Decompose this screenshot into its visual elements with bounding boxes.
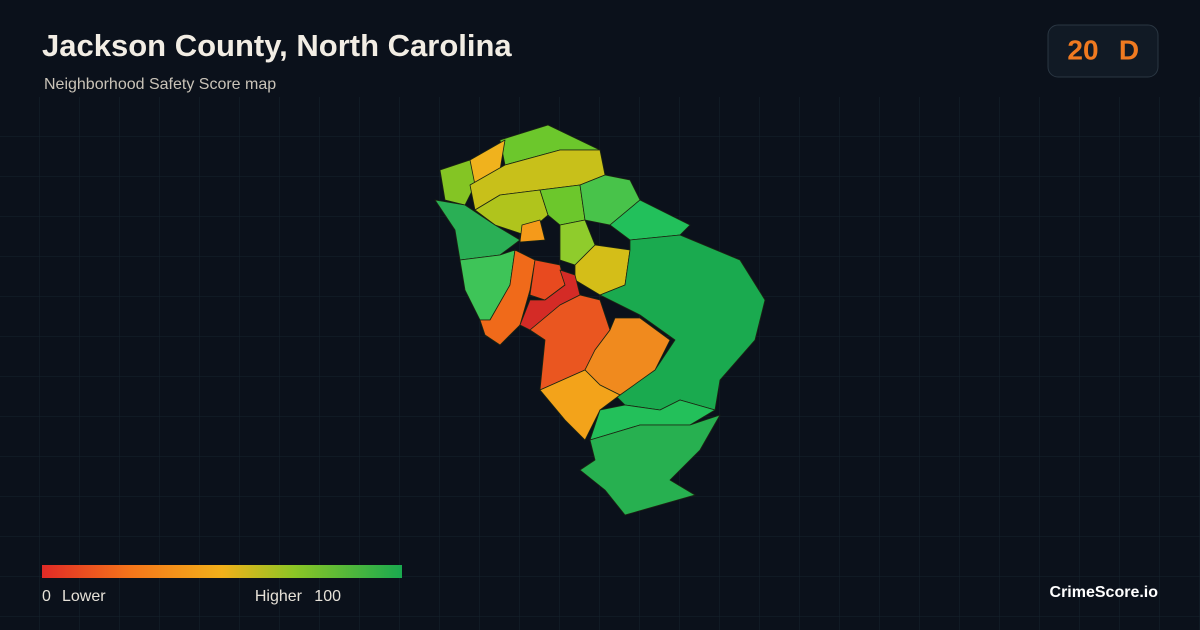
region bbox=[434, 199, 521, 261]
region bbox=[579, 414, 721, 516]
county-map bbox=[434, 124, 766, 516]
region bbox=[519, 219, 546, 243]
subtitle: Neighborhood Safety Score map bbox=[44, 76, 276, 93]
legend-max: 100 bbox=[314, 588, 341, 605]
score-badge bbox=[1047, 24, 1159, 78]
region bbox=[519, 269, 581, 331]
legend-scale bbox=[42, 565, 402, 578]
legend-min-label: Lower bbox=[62, 588, 106, 605]
score-grade: D bbox=[1119, 34, 1139, 65]
region bbox=[584, 317, 671, 396]
legend-max-label: Higher bbox=[255, 588, 303, 605]
brand: CrimeScore.io bbox=[1050, 584, 1159, 601]
legend-min: 0 bbox=[42, 588, 51, 605]
region bbox=[439, 159, 476, 206]
region bbox=[539, 369, 621, 441]
region bbox=[609, 199, 691, 241]
title: Jackson County, North Carolina bbox=[42, 28, 512, 63]
score-value: 20 bbox=[1067, 34, 1098, 65]
